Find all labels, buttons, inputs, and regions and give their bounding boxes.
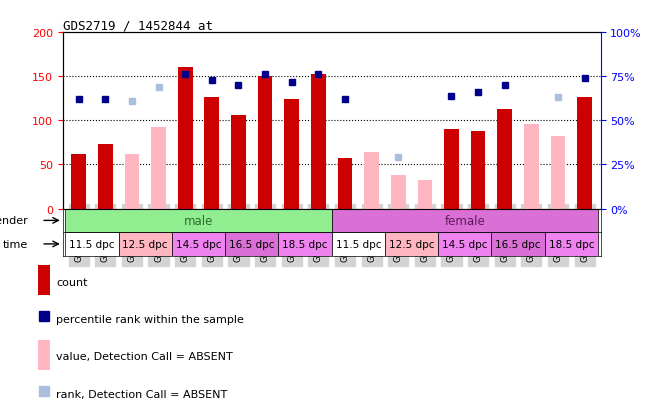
Bar xyxy=(258,77,273,209)
Bar xyxy=(205,98,219,209)
Bar xyxy=(338,159,352,209)
Text: male: male xyxy=(184,214,213,227)
Text: 18.5 dpc: 18.5 dpc xyxy=(548,240,594,249)
Bar xyxy=(65,209,331,233)
Bar xyxy=(498,109,512,209)
Bar xyxy=(331,233,385,256)
Bar xyxy=(364,153,379,209)
Bar xyxy=(231,116,246,209)
Text: 14.5 dpc: 14.5 dpc xyxy=(176,240,221,249)
Bar xyxy=(471,132,486,209)
Bar xyxy=(492,233,544,256)
Bar xyxy=(385,233,438,256)
Text: 11.5 dpc: 11.5 dpc xyxy=(335,240,381,249)
Bar xyxy=(391,176,405,209)
Text: 12.5 dpc: 12.5 dpc xyxy=(389,240,434,249)
Bar xyxy=(331,209,598,233)
Text: value, Detection Call = ABSENT: value, Detection Call = ABSENT xyxy=(56,351,233,361)
Bar xyxy=(178,68,193,209)
Bar xyxy=(284,100,299,209)
Text: gender: gender xyxy=(0,216,28,226)
Bar xyxy=(38,266,50,296)
Text: GDS2719 / 1452844_at: GDS2719 / 1452844_at xyxy=(63,19,213,32)
Bar xyxy=(71,154,86,209)
Text: female: female xyxy=(444,214,485,227)
Bar xyxy=(544,233,598,256)
Text: 14.5 dpc: 14.5 dpc xyxy=(442,240,488,249)
Bar xyxy=(311,74,325,209)
Text: 16.5 dpc: 16.5 dpc xyxy=(229,240,275,249)
Bar xyxy=(550,137,566,209)
Bar xyxy=(438,233,492,256)
Bar xyxy=(38,340,50,370)
Bar xyxy=(119,233,172,256)
Text: rank, Detection Call = ABSENT: rank, Detection Call = ABSENT xyxy=(56,389,227,399)
Bar xyxy=(279,233,331,256)
Bar xyxy=(172,233,225,256)
Bar xyxy=(524,125,539,209)
Bar xyxy=(225,233,279,256)
Bar xyxy=(444,130,459,209)
Bar xyxy=(125,154,139,209)
Text: 11.5 dpc: 11.5 dpc xyxy=(69,240,115,249)
Text: count: count xyxy=(56,277,88,287)
Bar xyxy=(578,97,592,209)
Text: 12.5 dpc: 12.5 dpc xyxy=(123,240,168,249)
Text: percentile rank within the sample: percentile rank within the sample xyxy=(56,314,244,324)
Bar xyxy=(65,233,119,256)
Bar xyxy=(98,145,113,209)
Bar xyxy=(151,128,166,209)
Text: time: time xyxy=(3,240,28,249)
Bar xyxy=(418,181,432,209)
Text: 18.5 dpc: 18.5 dpc xyxy=(282,240,328,249)
Text: 16.5 dpc: 16.5 dpc xyxy=(495,240,541,249)
